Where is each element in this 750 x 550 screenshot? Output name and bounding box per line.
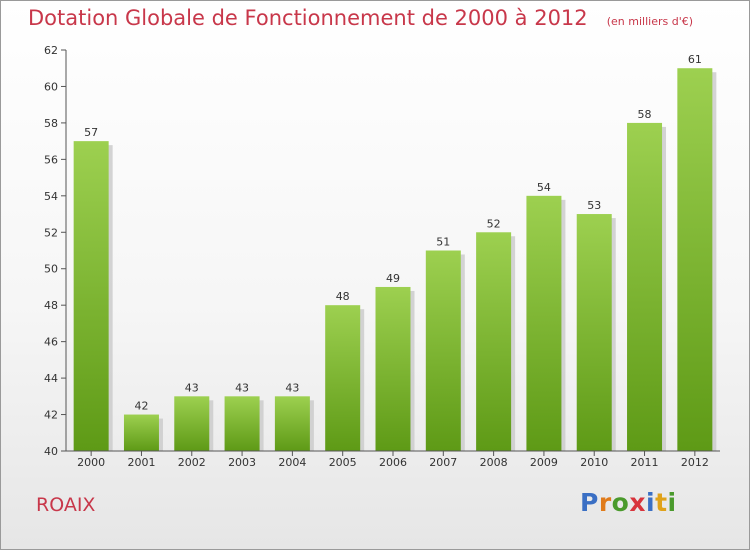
y-tick-label: 48 xyxy=(44,299,58,312)
x-tick-label: 2008 xyxy=(480,456,508,469)
y-tick-label: 42 xyxy=(44,409,58,422)
chart-unit-text: (en milliers d'€) xyxy=(606,15,694,28)
logo-letter: P xyxy=(580,488,599,517)
logo-letter: i xyxy=(667,488,677,517)
logo-letter: x xyxy=(629,488,646,517)
x-tick-label: 2011 xyxy=(631,456,659,469)
bar-2009 xyxy=(526,195,562,451)
bar-value-label: 57 xyxy=(84,126,98,139)
bar-value-label: 52 xyxy=(487,217,501,230)
y-tick-label: 62 xyxy=(44,44,58,57)
commune-name: ROAIX xyxy=(36,494,96,516)
chart-title: Dotation Globale de Fonctionnement de 20… xyxy=(28,6,693,30)
bar-value-label: 53 xyxy=(587,199,601,212)
y-tick-label: 40 xyxy=(44,445,58,458)
proxiti-logo: Proxiti xyxy=(580,488,677,517)
bar-2012 xyxy=(677,68,713,452)
bar-value-label: 54 xyxy=(537,181,551,194)
bar-2003 xyxy=(224,396,260,451)
y-tick-label: 52 xyxy=(44,226,58,239)
bar-2005 xyxy=(325,305,361,451)
bar-2007 xyxy=(425,250,461,451)
x-tick-label: 2000 xyxy=(77,456,105,469)
x-tick-label: 2005 xyxy=(329,456,357,469)
bar-2000 xyxy=(73,141,109,452)
bar-value-label: 43 xyxy=(185,381,199,394)
bar-2002 xyxy=(174,396,210,451)
chart-title-text: Dotation Globale de Fonctionnement de 20… xyxy=(28,6,588,30)
y-tick-label: 50 xyxy=(44,263,58,276)
bar-2008 xyxy=(476,232,512,451)
bar-2010 xyxy=(576,214,612,451)
bar-value-label: 48 xyxy=(336,290,350,303)
bar-value-label: 42 xyxy=(134,400,148,413)
y-tick-label: 56 xyxy=(44,153,58,166)
bar-value-label: 49 xyxy=(386,272,400,285)
bar-value-label: 51 xyxy=(436,236,450,249)
bar-value-label: 43 xyxy=(285,381,299,394)
y-tick-label: 60 xyxy=(44,80,58,93)
bar-value-label: 61 xyxy=(688,53,702,66)
logo-letter: i xyxy=(646,488,656,517)
bar-2011 xyxy=(627,122,663,451)
bar-2006 xyxy=(375,286,411,451)
x-tick-label: 2009 xyxy=(530,456,558,469)
bar-2001 xyxy=(123,414,159,451)
bar-value-label: 43 xyxy=(235,381,249,394)
x-tick-label: 2007 xyxy=(429,456,457,469)
x-tick-label: 2003 xyxy=(228,456,256,469)
y-tick-label: 54 xyxy=(44,190,58,203)
y-tick-label: 46 xyxy=(44,336,58,349)
x-tick-label: 2004 xyxy=(278,456,306,469)
bar-value-label: 58 xyxy=(638,108,652,121)
x-tick-label: 2012 xyxy=(681,456,709,469)
bar-2004 xyxy=(274,396,310,451)
x-tick-label: 2002 xyxy=(178,456,206,469)
y-tick-label: 58 xyxy=(44,117,58,130)
logo-letter: t xyxy=(655,488,668,517)
x-tick-label: 2010 xyxy=(580,456,608,469)
logo-letter: o xyxy=(611,488,630,517)
logo-letter: r xyxy=(598,488,612,517)
x-tick-label: 2006 xyxy=(379,456,407,469)
y-tick-label: 44 xyxy=(44,372,58,385)
x-tick-label: 2001 xyxy=(127,456,155,469)
